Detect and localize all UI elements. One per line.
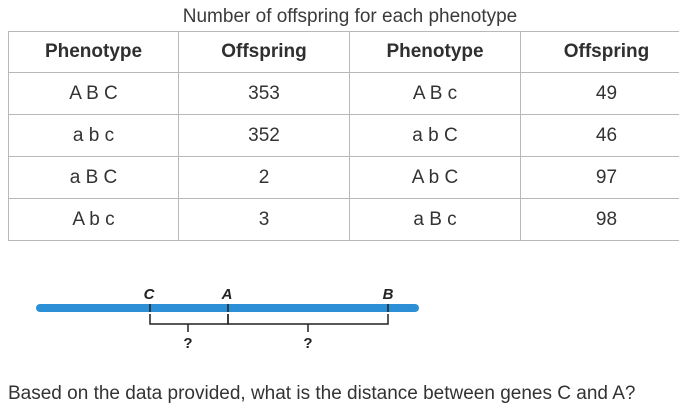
offspring-cell: 49	[520, 72, 679, 115]
bracket-a-b	[227, 314, 389, 332]
table-row: A b c 3 a B c 98	[8, 198, 679, 241]
phenotype-cell: A B C	[8, 72, 179, 115]
gene-b-label: B	[383, 286, 394, 303]
header-row: Phenotype Offspring Phenotype Offspring	[8, 31, 679, 73]
offspring-cell: 98	[520, 198, 679, 241]
gap-a-b-label: ?	[303, 335, 312, 352]
phenotype-cell: a b c	[8, 114, 179, 157]
phenotype-cell: A B c	[349, 72, 521, 115]
phenotype-cell: a B C	[8, 156, 179, 199]
gene-c-label: C	[144, 286, 156, 303]
table-row: a B C 2 A b C 97	[8, 156, 679, 199]
table-caption: Number of offspring for each phenotype	[182, 6, 518, 27]
phenotype-cell: a b C	[349, 114, 521, 157]
phenotype-cell: A b C	[349, 156, 521, 199]
table-row: A B C 353 A B c 49	[8, 72, 679, 115]
phenotype-table: Phenotype Offspring Phenotype Offspring …	[8, 31, 679, 241]
gene-a-label: A	[221, 286, 233, 303]
offspring-cell: 46	[520, 114, 679, 157]
bracket-c-a	[149, 314, 229, 332]
question-text: Based on the data provided, what is the …	[8, 383, 636, 404]
offspring-cell: 2	[178, 156, 350, 199]
header-offspring-2: Offspring	[520, 31, 679, 73]
header-phenotype-2: Phenotype	[349, 31, 521, 73]
phenotype-cell: a B c	[349, 198, 521, 241]
offspring-cell: 3	[178, 198, 350, 241]
header-phenotype-1: Phenotype	[8, 31, 179, 73]
header-offspring-1: Offspring	[178, 31, 350, 73]
table-row: a b c 352 a b C 46	[8, 114, 679, 157]
chromosome-diagram: C A B ? ?	[36, 286, 419, 352]
offspring-cell: 97	[520, 156, 679, 199]
offspring-cell: 352	[178, 114, 350, 157]
offspring-cell: 353	[178, 72, 350, 115]
phenotype-cell: A b c	[8, 198, 179, 241]
gap-c-a-label: ?	[183, 335, 192, 352]
